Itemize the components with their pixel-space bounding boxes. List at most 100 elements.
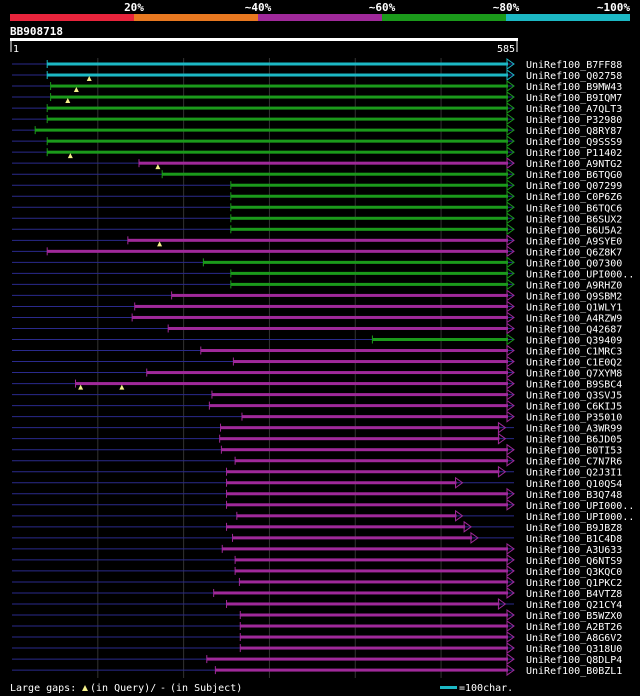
- hit-label[interactable]: UniRef100_Q6Z8K7: [526, 247, 622, 258]
- hit-bar: [209, 404, 508, 408]
- hit-end-arrow-icon: [506, 487, 515, 500]
- hit-bar: [47, 139, 508, 143]
- hit-label[interactable]: UniRef100_B9JBZ8: [526, 523, 622, 534]
- hit-label[interactable]: UniRef100_Q07300: [526, 258, 622, 269]
- hit-label[interactable]: UniRef100_Q1WLY1: [526, 302, 622, 313]
- identity-legend: 20% ~40% ~60% ~80% ~100%: [10, 1, 630, 21]
- hit-label[interactable]: UniRef100_A8G6V2: [526, 633, 622, 644]
- hit-label[interactable]: UniRef100_Q07299: [526, 181, 622, 192]
- hit-end-arrow-icon: [506, 234, 515, 247]
- hit-row: UniRef100_B6TQC6: [12, 201, 622, 214]
- hit-end-arrow-icon: [497, 432, 507, 445]
- hit-label[interactable]: UniRef100_C6KIJ5: [526, 402, 622, 413]
- hit-row: UniRef100_B3Q748: [12, 487, 622, 501]
- hit-end-arrow-icon: [506, 267, 515, 280]
- hit-label[interactable]: UniRef100_P11402: [526, 148, 622, 159]
- hit-label[interactable]: UniRef100_B5WZX0: [526, 611, 622, 622]
- hit-end-arrow-icon: [506, 664, 515, 677]
- hit-row: UniRef100_B1C4D8: [12, 531, 622, 545]
- query-gap-marker-icon: [73, 87, 79, 93]
- hit-row: UniRef100_B7FF88: [12, 58, 622, 71]
- hit-label[interactable]: UniRef100_Q42687: [526, 324, 622, 335]
- hit-row: UniRef100_Q7XYM8: [12, 366, 622, 380]
- hit-row: UniRef100_B6U5A2: [12, 223, 622, 236]
- hit-label[interactable]: UniRef100_Q3KQC0: [526, 567, 622, 578]
- hit-label[interactable]: UniRef100_A4RZW9: [526, 313, 622, 324]
- hit-label[interactable]: UniRef100_Q318U0: [526, 644, 622, 655]
- hit-bar: [146, 371, 508, 375]
- hit-label[interactable]: UniRef100_B0BZL1: [526, 666, 622, 677]
- hit-row: UniRef100_Q02758: [12, 69, 622, 82]
- hit-label[interactable]: UniRef100_B6TQG0: [526, 170, 622, 181]
- hit-row: UniRef100_B5WZX0: [12, 609, 622, 622]
- hit-bar: [240, 635, 508, 639]
- hit-label[interactable]: UniRef100_UPI000..: [526, 512, 634, 523]
- hit-end-arrow-icon: [506, 278, 515, 291]
- hit-label[interactable]: UniRef100_Q02758: [526, 71, 622, 82]
- hit-label[interactable]: UniRef100_Q8DLP4: [526, 655, 622, 666]
- query-gap-marker-icon: [86, 76, 92, 82]
- hit-label[interactable]: UniRef100_B6SUX2: [526, 214, 622, 225]
- hit-label[interactable]: UniRef100_B9IQM7: [526, 93, 622, 104]
- hit-bar: [226, 492, 508, 496]
- hit-label[interactable]: UniRef100_P32980: [526, 115, 622, 126]
- hit-label[interactable]: UniRef100_A2BT26: [526, 622, 622, 633]
- hit-end-arrow-icon: [506, 91, 515, 104]
- hit-bar: [168, 326, 508, 330]
- hit-bar: [47, 117, 508, 121]
- hit-label[interactable]: UniRef100_Q1PKC2: [526, 578, 622, 589]
- query-gap-marker-icon: [155, 164, 161, 170]
- query-gap-marker-icon: [78, 384, 84, 390]
- hit-label[interactable]: UniRef100_B4VTZ8: [526, 589, 622, 600]
- hit-label[interactable]: UniRef100_B3Q748: [526, 490, 622, 501]
- hit-label[interactable]: UniRef100_Q10QS4: [526, 479, 622, 490]
- hit-row: UniRef100_UPI000..: [12, 509, 634, 523]
- hit-label[interactable]: UniRef100_A9RHZ0: [526, 280, 622, 291]
- hit-label[interactable]: UniRef100_Q3SVJ5: [526, 391, 622, 402]
- hit-label[interactable]: UniRef100_Q39409: [526, 336, 622, 347]
- hit-label[interactable]: UniRef100_Q8RY87: [526, 126, 622, 137]
- hit-label[interactable]: UniRef100_Q2J3I1: [526, 468, 622, 479]
- hit-label[interactable]: UniRef100_A3WR99: [526, 424, 622, 435]
- query-end-label: 585: [497, 44, 515, 55]
- hit-row: UniRef100_B9SBC4: [12, 377, 622, 391]
- hit-label[interactable]: UniRef100_C7N7R6: [526, 457, 622, 468]
- hit-label[interactable]: UniRef100_UPI000..: [526, 269, 634, 280]
- hit-row: UniRef100_Q07300: [12, 256, 622, 269]
- hit-label[interactable]: UniRef100_B6JD05: [526, 435, 622, 446]
- hit-label[interactable]: UniRef100_B7FF88: [526, 60, 622, 71]
- hit-label[interactable]: UniRef100_C0P6Z6: [526, 192, 622, 203]
- hit-label[interactable]: UniRef100_C1E0Q2: [526, 358, 622, 369]
- hit-row: UniRef100_Q318U0: [12, 642, 622, 655]
- hit-label[interactable]: UniRef100_B1C4D8: [526, 534, 622, 545]
- hit-bar: [226, 503, 508, 507]
- hit-label[interactable]: UniRef100_B9MW43: [526, 82, 622, 93]
- hit-label[interactable]: UniRef100_B6TQC6: [526, 203, 622, 214]
- hit-label[interactable]: UniRef100_B0TI53: [526, 446, 622, 457]
- hit-row: UniRef100_Q1WLY1: [12, 300, 622, 313]
- hit-label[interactable]: UniRef100_B9SBC4: [526, 380, 622, 391]
- hit-label[interactable]: UniRef100_Q9SBM2: [526, 291, 622, 302]
- hit-row: UniRef100_A7QLT3: [12, 102, 622, 115]
- query-gap-marker-icon: [67, 153, 73, 159]
- hit-row: UniRef100_UPI000..: [12, 267, 634, 280]
- hit-end-arrow-icon: [506, 388, 515, 401]
- hit-label[interactable]: UniRef100_Q6NTS9: [526, 556, 622, 567]
- hit-label[interactable]: UniRef100_C1MRC3: [526, 347, 622, 358]
- hit-label[interactable]: UniRef100_A9NTG2: [526, 159, 622, 170]
- hit-row: UniRef100_UPI000..: [12, 498, 634, 512]
- hit-label[interactable]: UniRef100_A7QLT3: [526, 104, 622, 115]
- hit-row: UniRef100_Q3SVJ5: [12, 388, 622, 402]
- hit-label[interactable]: UniRef100_Q9SSS9: [526, 137, 622, 148]
- hit-label[interactable]: UniRef100_UPI000..: [526, 501, 634, 512]
- hit-row: UniRef100_Q07299: [12, 179, 622, 192]
- hit-label[interactable]: UniRef100_Q21CY4: [526, 600, 622, 611]
- hit-label[interactable]: UniRef100_Q7XYM8: [526, 369, 622, 380]
- hit-label[interactable]: UniRef100_P35010: [526, 413, 622, 424]
- hit-end-arrow-icon: [455, 509, 464, 522]
- hit-label[interactable]: UniRef100_A3U633: [526, 545, 622, 556]
- legend-label: ~40%: [245, 1, 272, 14]
- hit-end-arrow-icon: [506, 124, 515, 137]
- hit-label[interactable]: UniRef100_A9SYE0: [526, 236, 622, 247]
- hit-label[interactable]: UniRef100_B6U5A2: [526, 225, 622, 236]
